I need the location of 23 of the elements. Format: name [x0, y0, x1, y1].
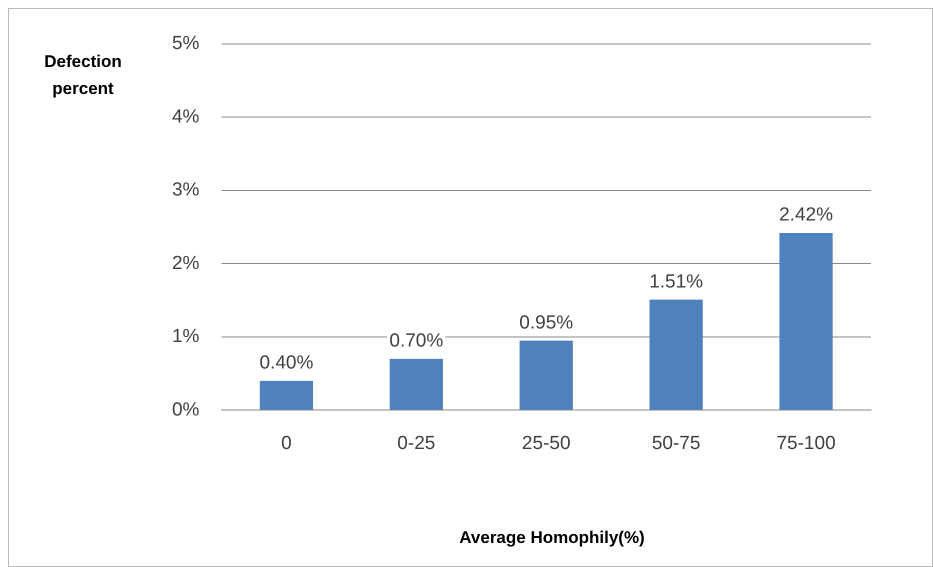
- data-label: 2.42%: [779, 204, 834, 226]
- bar: [390, 358, 443, 410]
- bar: [779, 232, 833, 410]
- x-tick-label: 75-100: [776, 432, 836, 454]
- bar: [260, 380, 314, 410]
- x-tick-label: 50-75: [652, 432, 700, 454]
- x-axis-title: Average Homophily(%): [458, 528, 646, 548]
- bar: [650, 300, 703, 410]
- data-label: 0.70%: [389, 330, 444, 352]
- data-label: 0.40%: [259, 352, 314, 374]
- data-label: 1.51%: [649, 271, 704, 292]
- y-axis-title: Defection percent: [43, 51, 123, 100]
- x-tick-label: 25-50: [522, 432, 571, 454]
- bar: [520, 340, 573, 410]
- y-tick-label: 0%: [172, 399, 200, 420]
- y-tick-label: 4%: [172, 106, 200, 128]
- x-tick-label: 0: [281, 432, 292, 454]
- y-tick-label: 1%: [172, 326, 200, 348]
- data-label: 0.95%: [519, 312, 574, 334]
- y-tick-label: 5%: [172, 33, 200, 54]
- x-tick-label: 0-25: [397, 432, 436, 454]
- y-tick-label: 3%: [172, 180, 200, 201]
- y-tick-label: 2%: [172, 252, 200, 274]
